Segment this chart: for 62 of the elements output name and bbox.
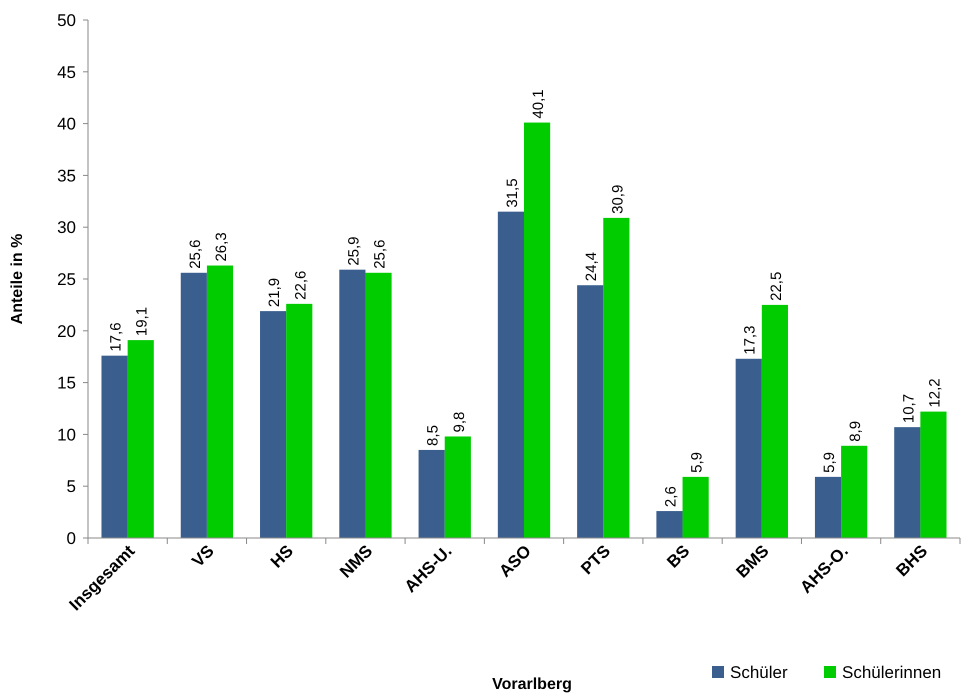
data-label: 21,9 (266, 278, 284, 308)
bar (444, 436, 471, 538)
bar (603, 218, 630, 538)
bar (260, 311, 286, 538)
x-axis-title: Vorarlberg (492, 676, 572, 693)
data-label: 24,4 (583, 252, 600, 282)
bar (498, 212, 524, 538)
x-tick-label: VS (188, 541, 218, 571)
y-tick-label: 20 (57, 322, 76, 341)
x-tick-label: HS (266, 541, 298, 572)
y-tick-label: 25 (57, 270, 76, 289)
bar (101, 356, 128, 538)
bar (894, 427, 920, 538)
data-label: 9,8 (450, 412, 468, 432)
bar (524, 122, 550, 538)
data-label: 25,9 (345, 236, 362, 266)
data-label: 22,5 (768, 272, 785, 301)
bar (656, 511, 683, 538)
bar (286, 304, 312, 538)
data-label: 5,9 (821, 452, 838, 473)
y-tick-label: 0 (66, 528, 76, 548)
bar (180, 272, 207, 538)
data-label: 25,6 (372, 240, 389, 269)
y-axis-title: Anteile in % (9, 234, 26, 324)
data-label: 8,9 (847, 420, 864, 442)
data-label: 8,5 (424, 425, 442, 446)
y-tick-label: 35 (57, 166, 76, 186)
data-label: 17,3 (742, 326, 759, 355)
bar (365, 272, 392, 538)
x-tick-label: BS (663, 541, 694, 572)
data-label: 26,3 (212, 232, 230, 262)
data-label: 31,5 (504, 178, 521, 208)
y-tick-label: 40 (57, 114, 76, 134)
data-label: 5,9 (688, 452, 706, 473)
data-label: 25,6 (186, 240, 204, 269)
y-tick-label: 45 (57, 62, 76, 82)
bar (339, 270, 366, 538)
data-label: 12,2 (926, 378, 944, 408)
data-label: 22,6 (292, 270, 310, 300)
legend-label: Schülerinnen (842, 663, 942, 682)
bar (762, 304, 788, 538)
y-tick-label: 15 (57, 374, 76, 393)
data-label: 30,9 (609, 184, 626, 214)
bar (577, 285, 604, 538)
y-tick-label: 50 (57, 10, 76, 30)
y-tick-label: 5 (66, 477, 76, 496)
data-label: 40,1 (530, 89, 548, 119)
data-label: 17,6 (108, 322, 125, 352)
y-tick-label: 30 (57, 218, 76, 238)
y-tick-label: 10 (57, 425, 76, 444)
bar (206, 266, 234, 538)
data-label: 2,6 (662, 486, 680, 508)
bar (418, 450, 445, 538)
bar (920, 412, 947, 538)
bar (682, 476, 709, 538)
data-label: 19,1 (134, 306, 151, 336)
bar (814, 476, 842, 538)
bar (736, 358, 762, 538)
data-label: 10,7 (900, 394, 918, 424)
bar (841, 446, 868, 538)
legend-label: Schüler (730, 663, 788, 682)
bar (128, 340, 154, 538)
